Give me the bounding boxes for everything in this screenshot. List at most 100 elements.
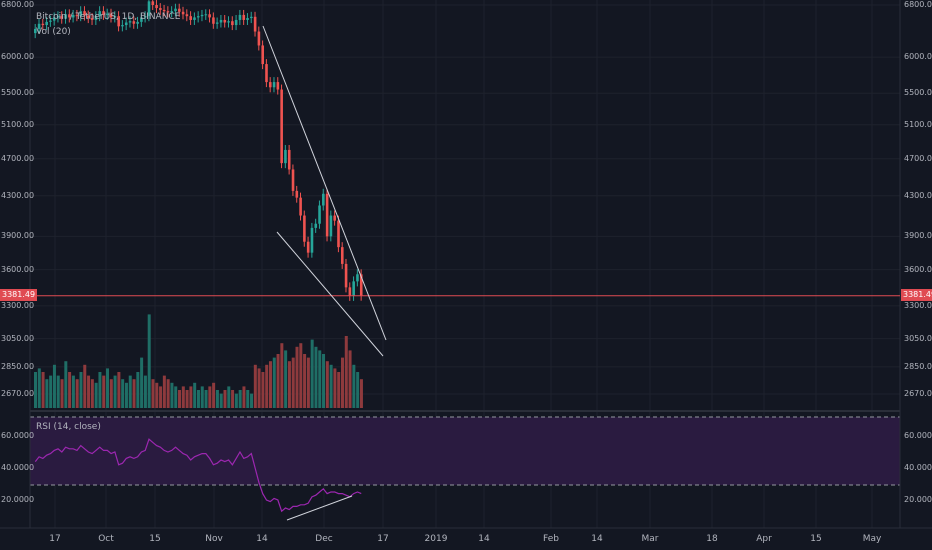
candle-body[interactable] [170,11,174,13]
candle-body[interactable] [83,11,86,16]
candle-body[interactable] [238,14,242,20]
rsi-divergence-line[interactable] [286,495,353,521]
lower-trendline[interactable] [276,231,384,357]
candle-body[interactable] [60,16,64,19]
candle-body[interactable] [147,1,151,17]
candle-body[interactable] [340,247,344,264]
candle-body[interactable] [45,21,48,26]
candle-body[interactable] [166,11,170,13]
volume-bar [227,386,231,408]
candle-body[interactable] [246,18,249,20]
candle-body[interactable] [257,31,261,46]
candle-body[interactable] [318,205,321,224]
candle-body[interactable] [64,14,67,19]
candle-body[interactable] [90,18,94,20]
candle-body[interactable] [181,11,185,15]
candle-body[interactable] [272,82,276,88]
candle-body[interactable] [75,14,79,17]
candle-body[interactable] [71,14,75,18]
candle-body[interactable] [56,16,60,18]
candle-body[interactable] [98,11,102,17]
candle-body[interactable] [303,215,306,242]
candle-body[interactable] [136,21,139,24]
candle-body[interactable] [261,45,264,65]
candle-body[interactable] [155,5,158,9]
candle-body[interactable] [329,215,333,237]
candle-body[interactable] [310,227,314,253]
candle-body[interactable] [212,17,215,24]
candle-body[interactable] [337,220,340,248]
candle-body[interactable] [291,169,295,191]
candle-body[interactable] [280,89,283,164]
candle-body[interactable] [268,82,272,88]
candle-body[interactable] [352,281,355,296]
candle-body[interactable] [333,215,337,221]
candle-body[interactable] [52,17,56,21]
candle-body[interactable] [193,17,196,20]
candle-body[interactable] [109,13,113,18]
candle-body[interactable] [174,8,177,12]
candle-body[interactable] [227,21,230,23]
candle-body[interactable] [34,28,37,34]
candle-body[interactable] [196,16,200,18]
candle-body[interactable] [208,14,211,18]
volume-bar [196,390,200,408]
candle-body[interactable] [299,197,302,216]
candle-body[interactable] [223,19,227,23]
candle-body[interactable] [314,223,318,228]
candle-body[interactable] [124,22,128,26]
candle-body[interactable] [322,193,325,206]
candle-body[interactable] [151,1,155,5]
candle-body[interactable] [348,287,352,296]
candle-body[interactable] [128,21,132,23]
candle-body[interactable] [325,193,329,237]
candle-body[interactable] [200,14,204,17]
candle-body[interactable] [117,16,120,27]
candle-body[interactable] [204,14,208,16]
volume-bars [34,314,363,408]
time-axis-label: 17 [49,534,61,544]
candle-body[interactable] [215,22,219,24]
time-axis-label: Dec [315,534,333,544]
candle-body[interactable] [189,16,192,20]
candle-body[interactable] [284,149,287,164]
rsi-legend: RSI (14, close) [36,422,101,432]
candle-body[interactable] [219,19,223,23]
candle-body[interactable] [37,23,41,29]
candle-body[interactable] [265,64,268,83]
candle-body[interactable] [106,13,109,15]
volume-bar [117,372,121,408]
candle-body[interactable] [41,23,45,26]
candle-body[interactable] [242,14,246,20]
time-axis-label: 14 [478,534,490,544]
candle-body[interactable] [113,16,117,18]
candle-body[interactable] [132,21,136,24]
candle-body[interactable] [68,14,71,18]
candle-body[interactable] [87,15,90,19]
candle-body[interactable] [178,8,181,12]
candle-body[interactable] [250,16,253,19]
candle-body[interactable] [276,82,280,90]
candle-body[interactable] [295,190,299,198]
upper-trendline[interactable] [262,25,387,341]
candle-body[interactable] [253,16,257,32]
candle-body[interactable] [344,263,348,288]
candle-body[interactable] [143,16,147,18]
candle-body[interactable] [231,21,234,26]
candle-body[interactable] [359,274,363,296]
candle-body[interactable] [79,11,83,17]
candle-body[interactable] [234,19,238,26]
candle-body[interactable] [287,149,291,170]
price-axis-label: 5500.00 [904,88,932,98]
candle-body[interactable] [306,241,310,253]
candle-body[interactable] [94,16,98,20]
candle-body[interactable] [185,14,189,17]
candle-body[interactable] [356,274,359,282]
candle-body[interactable] [102,11,105,15]
candle-body[interactable] [140,17,143,22]
candle-body[interactable] [121,25,124,27]
candle-body[interactable] [49,20,52,22]
candle-body[interactable] [162,9,166,12]
candle-body[interactable] [159,8,162,10]
